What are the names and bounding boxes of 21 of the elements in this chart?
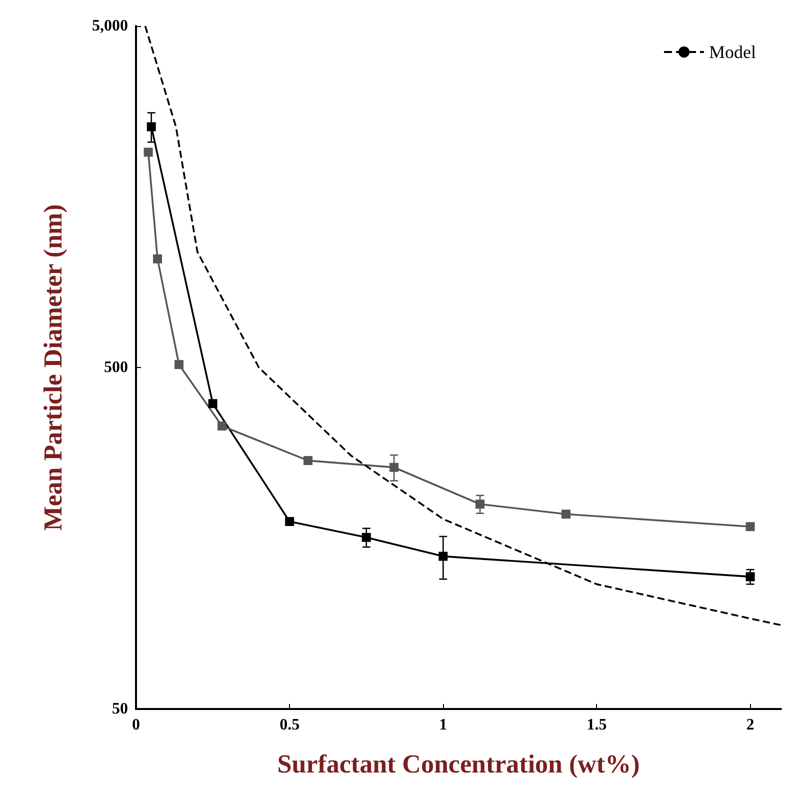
point (208, 399, 218, 408)
point (285, 517, 294, 526)
x-tick-label: 0.5 (280, 716, 300, 734)
point (174, 360, 184, 370)
x-axis-title: Surfactant Concentration (wt%) (277, 750, 640, 778)
point (746, 522, 755, 532)
legend-label: Model (709, 42, 756, 62)
point (153, 254, 162, 264)
point (144, 148, 153, 157)
y-tick-label: 500 (104, 359, 128, 376)
x-tick-label: 0 (132, 716, 140, 734)
point (562, 510, 570, 519)
line-series (144, 25, 782, 626)
y-tick-label: 50 (112, 700, 128, 718)
point (304, 456, 312, 466)
y-tick-label: 5,000 (92, 18, 128, 34)
x-tick-label: 2 (746, 716, 754, 734)
x-tick-label: 1.5 (586, 716, 607, 734)
y-axis-title: Mean Particle Diameter (nm) (38, 204, 68, 531)
x-tick-label: 1 (439, 716, 448, 734)
point (218, 422, 226, 431)
